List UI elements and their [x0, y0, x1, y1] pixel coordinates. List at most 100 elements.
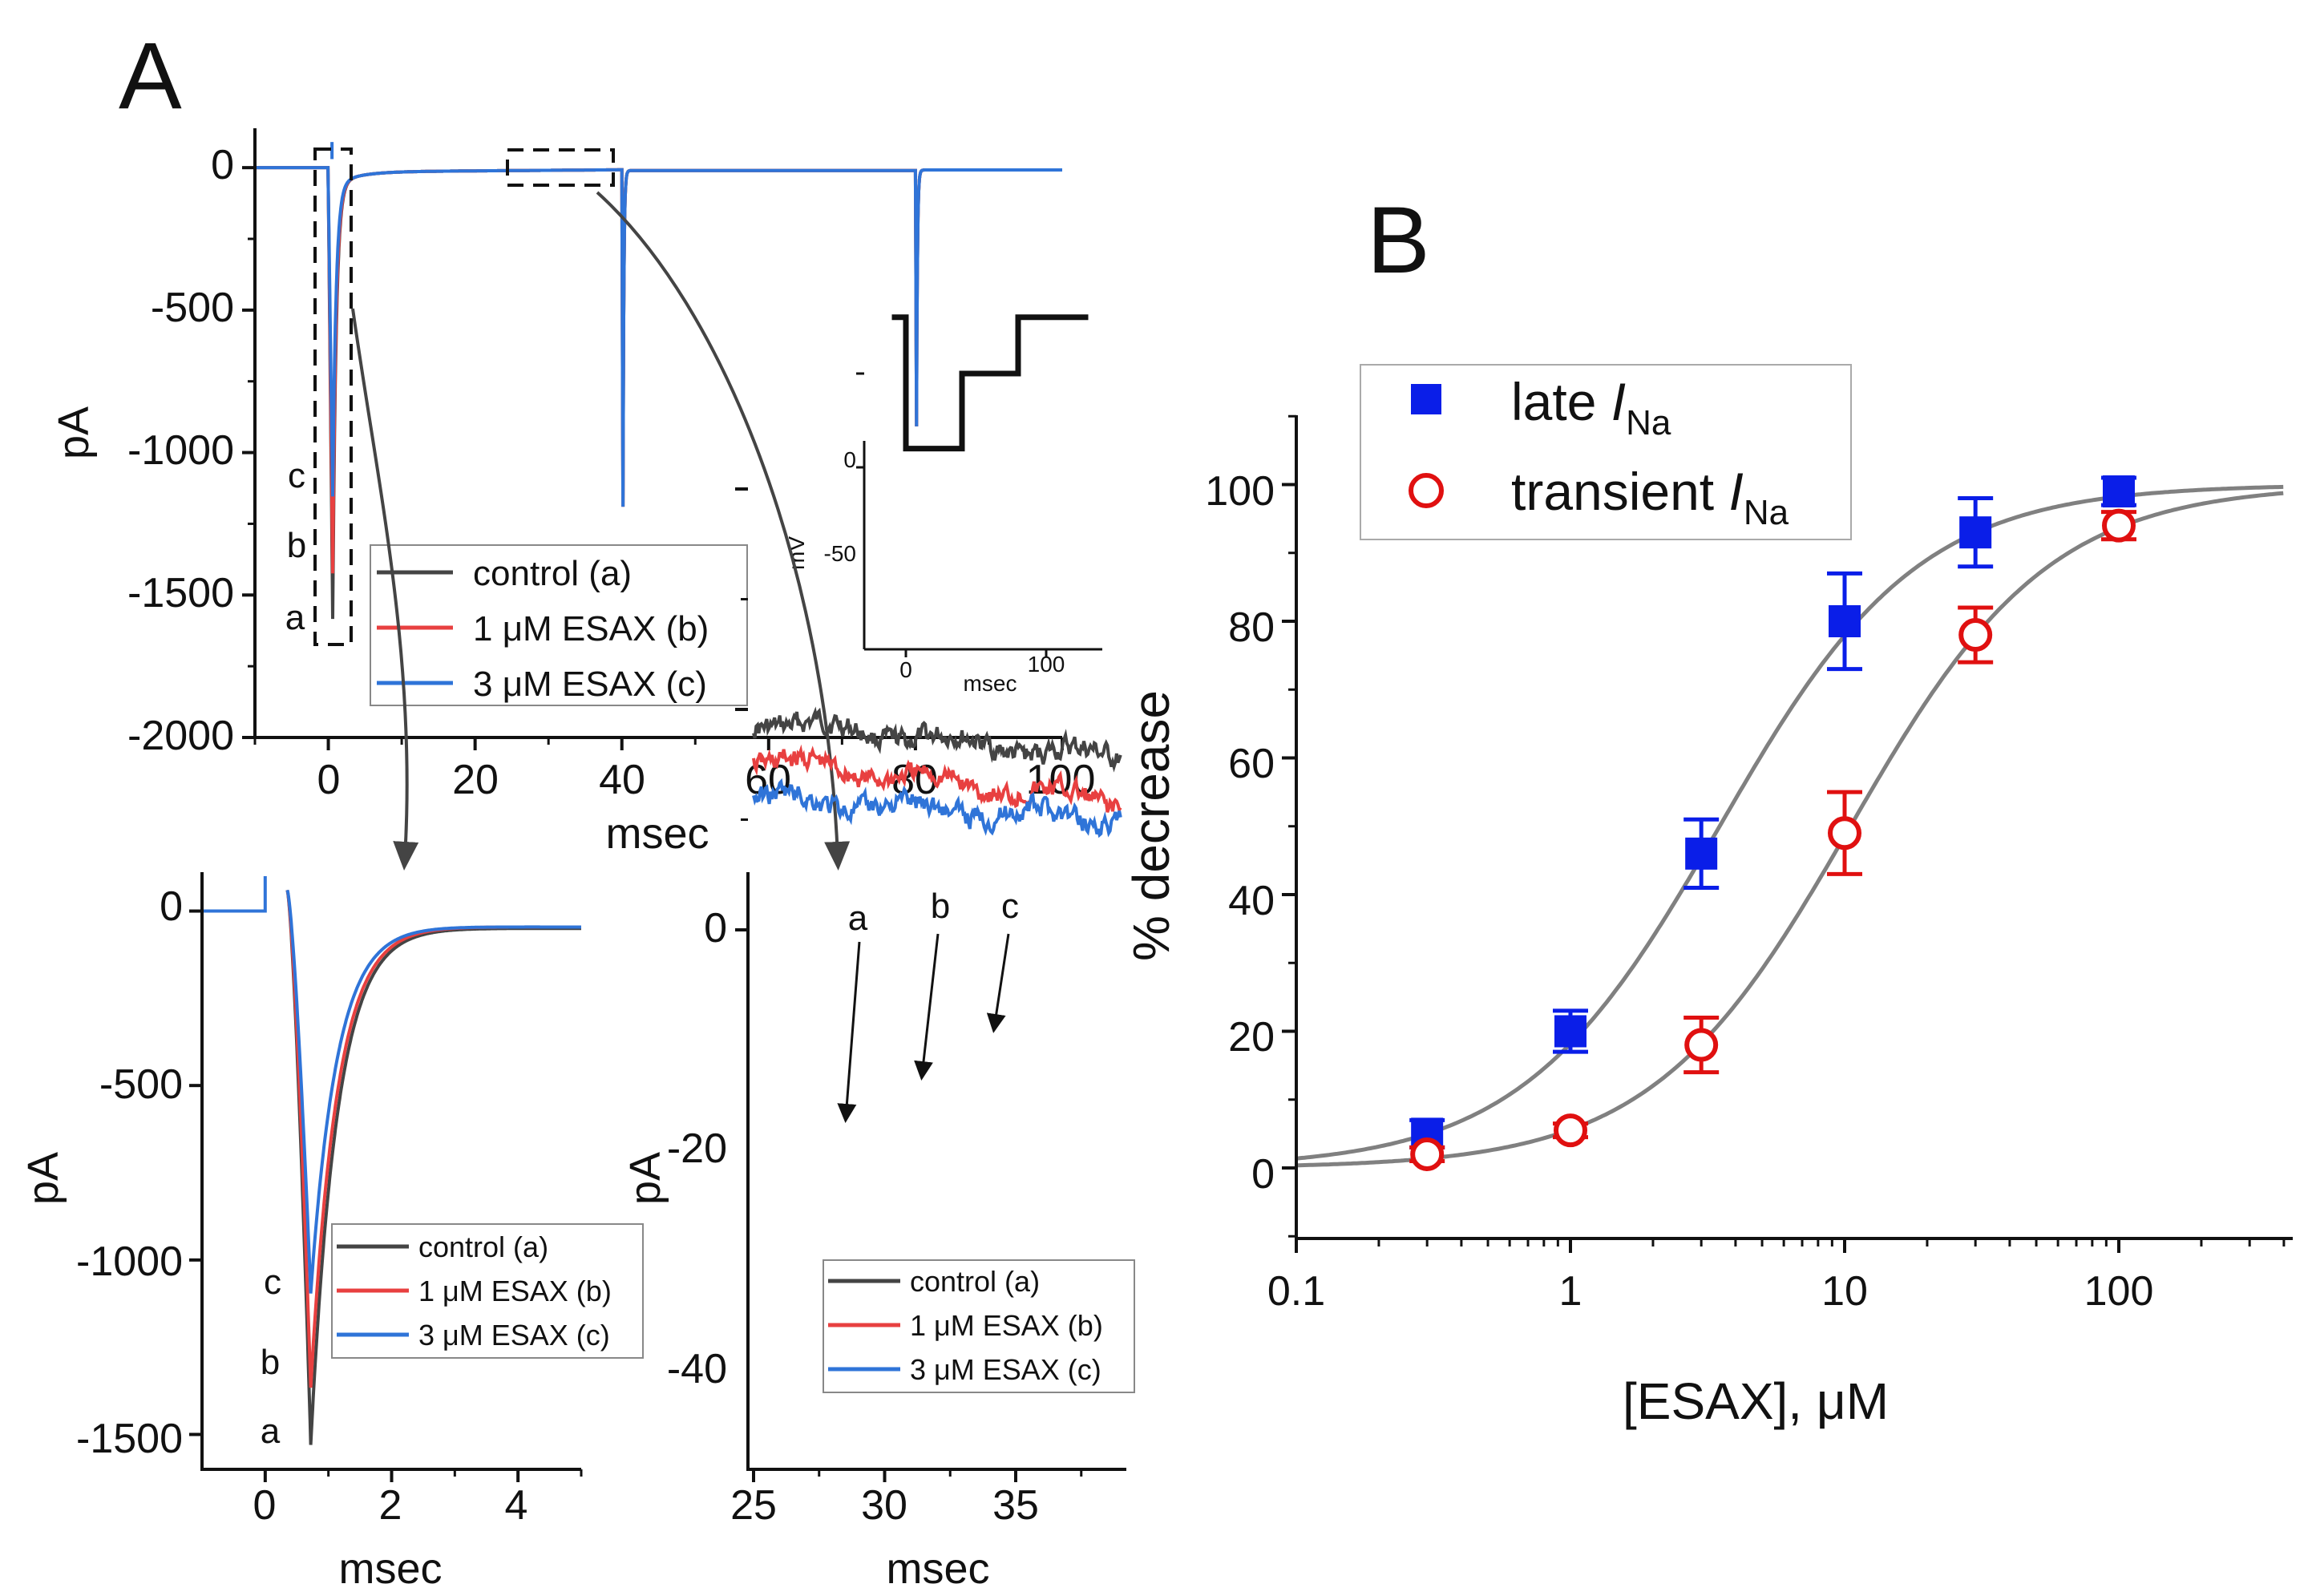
a-zoom1-xtick-2: 4: [505, 1482, 528, 1529]
zoom-box-late: [506, 148, 615, 187]
a-zoom2-series-2: [752, 778, 1122, 838]
a-main-xtick-0: 0: [317, 757, 341, 803]
a-main-ytick-2: -1000: [127, 427, 234, 474]
a-main-xtick-2: 40: [599, 757, 645, 803]
b-xlabel: [ESAX], μM: [1623, 1372, 1889, 1430]
a-main-legend-3um: 3 μM ESAX (c): [473, 665, 707, 704]
chart-a-zoom-late: 0 -20 -40 25 30 35 msec pA a b c control…: [621, 487, 1135, 1593]
b-point-transient-4: [1958, 618, 1993, 653]
a-zoom1-label-a: a: [261, 1412, 281, 1451]
a-main-legend: control (a) 1 μM ESAX (b) 3 μM ESAX (c): [370, 544, 748, 706]
b-fit-late: [1295, 484, 2284, 1161]
a-zoom1-ytick-1: -500: [99, 1061, 183, 1108]
inset-xtick-0: 0: [899, 657, 912, 682]
a-main-ytick-4: -2000: [127, 713, 234, 759]
a-main-series-2: [255, 166, 1062, 507]
a-main-label-b: b: [287, 526, 306, 565]
a-zoom2-label-b: b: [931, 887, 950, 926]
a-zoom2-xtick-1: 30: [861, 1482, 907, 1529]
a-main-ytick-3: -1500: [127, 570, 234, 616]
a-zoom2-ytick-0: 0: [704, 905, 727, 952]
b-ytick-40: 40: [1228, 878, 1275, 924]
a-main-xtick-1: 20: [452, 757, 499, 803]
arrow-to-transient-zoom: [351, 308, 419, 871]
a-zoom2-series-1: [752, 744, 1122, 814]
a-zoom2-legend: control (a) 1 μM ESAX (b) 3 μM ESAX (c): [823, 1259, 1135, 1393]
b-ylabel: % decrease: [1122, 690, 1180, 961]
a-inset-voltage: 0 -50 0 100 msec mV: [784, 314, 1102, 696]
b-legend-box: [1360, 364, 1852, 540]
b-ytick-80: 80: [1228, 604, 1275, 651]
a-zoom2-ylabel: pA: [621, 1152, 669, 1205]
b-xtick-1: 1: [1559, 1268, 1582, 1315]
a-zoom2-label-a: a: [848, 899, 868, 938]
chart-a-main: 0 -500 -1000 -1500 -2000 0 20 40 60 80 1…: [50, 128, 1102, 871]
b-point-transient-5: [2102, 508, 2136, 543]
a-main-ytick-1: -500: [151, 285, 234, 331]
a-main-ytick-0: 0: [211, 142, 234, 188]
a-main-traces: [255, 142, 1062, 620]
b-point-transient-2: [1684, 1028, 1719, 1062]
inset-xtick-1: 100: [1028, 652, 1065, 677]
a-zoom2-ytick-2: -40: [667, 1346, 727, 1392]
b-ytick-60: 60: [1228, 741, 1275, 787]
a-zoom1-legend-control: control (a): [418, 1230, 548, 1263]
a-zoom1-legend: control (a) 1 μM ESAX (b) 3 μM ESAX (c): [331, 1223, 644, 1359]
a-zoom1-baseline: [202, 876, 267, 913]
panel-label-a: A: [119, 23, 182, 129]
a-zoom2-pointer-b: [914, 933, 940, 1081]
b-ytick-20: 20: [1228, 1014, 1275, 1061]
b-legend-marker-transient: [1409, 473, 1444, 508]
b-plot: [1295, 475, 2284, 1171]
a-zoom1-ylabel: pA: [19, 1152, 67, 1205]
zoom-box-transient: [313, 147, 353, 646]
b-point-late-2: [1685, 837, 1718, 870]
b-xtick-100: 100: [2084, 1268, 2154, 1315]
chart-a-zoom-transient: 0 -500 -1000 -1500 0 2 4 msec pA c b a c…: [19, 872, 644, 1593]
a-zoom2-xtick-0: 25: [730, 1482, 777, 1529]
a-main-label-c: c: [288, 456, 305, 495]
inset-xlabel: msec: [964, 671, 1017, 696]
b-legend-late: late INa: [1511, 372, 1671, 442]
chart-b-dose-response: 100 80 60 40 20 0 0.1 1 10 100 [ESAX], μ…: [1122, 364, 2293, 1430]
b-point-late-4: [1959, 516, 1992, 549]
a-zoom1-ytick-0: 0: [160, 883, 183, 930]
a-main-label-a: a: [285, 598, 305, 637]
a-zoom2-legend-1um: 1 μM ESAX (b): [910, 1309, 1103, 1342]
a-main-legend-control: control (a): [473, 554, 632, 593]
b-point-late-5: [2103, 475, 2135, 508]
a-main-ylabel: pA: [50, 406, 98, 459]
a-zoom1-xlabel: msec: [338, 1545, 442, 1593]
inset-ytick-1: -50: [824, 541, 856, 566]
a-zoom2-legend-control: control (a): [910, 1265, 1040, 1298]
a-zoom2-xtick-2: 35: [992, 1482, 1039, 1529]
b-point-late-3: [1829, 605, 1861, 637]
a-zoom1-label-c: c: [264, 1263, 281, 1302]
a-zoom2-ticks: [735, 487, 1083, 1482]
b-legend-transient: transient INa: [1511, 462, 1789, 532]
a-zoom2-xlabel: msec: [886, 1545, 989, 1593]
a-zoom1-legend-1um: 1 μM ESAX (b): [418, 1275, 612, 1307]
a-zoom1-ytick-2: -1000: [76, 1238, 183, 1285]
inset-trace: [856, 314, 1089, 657]
a-zoom1-series-2: [285, 889, 581, 1294]
b-point-late-1: [1554, 1015, 1586, 1048]
a-zoom2-traces: [752, 706, 1122, 838]
b-legend: late INa transient INa: [1360, 364, 1852, 540]
panel-label-b: B: [1367, 188, 1430, 293]
a-zoom1-traces: [202, 876, 581, 1445]
inset-voltage-line: [891, 314, 1089, 452]
a-zoom2-ytick-1: -20: [667, 1125, 727, 1172]
inset-ytick-0: 0: [843, 447, 856, 472]
b-ytick-100: 100: [1205, 468, 1275, 515]
b-ticks: [1282, 414, 2286, 1253]
a-zoom1-label-b: b: [261, 1343, 280, 1382]
a-zoom1-series-0: [285, 890, 581, 1445]
b-point-transient-1: [1554, 1113, 1587, 1148]
b-point-transient-3: [1828, 816, 1861, 851]
b-xtick-10: 10: [1821, 1268, 1868, 1315]
a-zoom1-legend-3um: 3 μM ESAX (c): [418, 1319, 610, 1352]
b-legend-marker-late: [1411, 384, 1441, 414]
b-fit-transient: [1295, 491, 2284, 1168]
